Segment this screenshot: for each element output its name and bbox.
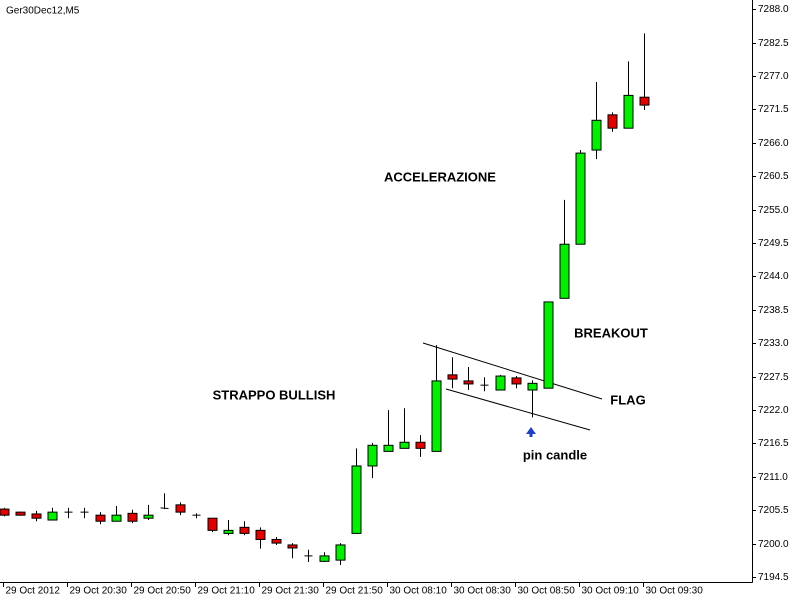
candle-body xyxy=(495,375,506,391)
candle-body xyxy=(111,514,122,522)
candle-body xyxy=(127,512,138,522)
candle-body xyxy=(447,374,458,380)
y-tick-label: 7244.0 xyxy=(758,271,789,282)
y-tick-label: 7216.5 xyxy=(758,438,789,449)
candle-body xyxy=(207,517,218,531)
candle-body xyxy=(287,544,298,549)
candle-body xyxy=(0,508,10,516)
pin-arrow xyxy=(526,427,536,437)
candle-body xyxy=(223,529,234,534)
annotation: ACCELERAZIONE xyxy=(384,169,496,184)
candle-body xyxy=(527,382,538,391)
y-tick-label: 7200.0 xyxy=(758,539,789,550)
candle-body xyxy=(255,529,266,540)
x-tick-label: 30 Oct 08:10 xyxy=(390,586,448,597)
x-tick-label: 29 Oct 20:50 xyxy=(134,586,192,597)
annotation: STRAPPO BULLISH xyxy=(213,387,336,402)
y-tick-label: 7266.0 xyxy=(758,138,789,149)
candle-body xyxy=(383,444,394,452)
y-tick-label: 7233.0 xyxy=(758,338,789,349)
candle-body xyxy=(367,444,378,467)
candle-body xyxy=(271,538,282,544)
candle-body xyxy=(143,514,154,519)
candle-body xyxy=(351,465,362,534)
candle-body xyxy=(415,441,426,449)
flag-lower-line xyxy=(445,388,591,431)
candle-body xyxy=(335,544,346,561)
candle-body xyxy=(175,504,186,513)
x-tick-label: 29 Oct 2012 xyxy=(6,586,61,597)
candle-body xyxy=(591,119,602,151)
candle-body xyxy=(31,513,42,519)
y-tick-label: 7222.0 xyxy=(758,405,789,416)
candle-body xyxy=(543,301,554,389)
candle-body xyxy=(575,152,586,245)
candle-body xyxy=(623,94,634,129)
y-tick-label: 7249.5 xyxy=(758,238,789,249)
x-tick-label: 30 Oct 09:30 xyxy=(646,586,704,597)
annotation: pin candle xyxy=(523,447,587,462)
candle-body xyxy=(319,555,330,562)
x-tick-label: 30 Oct 08:30 xyxy=(454,586,512,597)
y-tick-label: 7271.5 xyxy=(758,104,789,115)
annotation: FLAG xyxy=(610,392,645,407)
candle-body xyxy=(47,511,58,521)
candle-body xyxy=(15,511,26,516)
y-tick-label: 7288.0 xyxy=(758,4,789,15)
candle-body xyxy=(160,507,169,509)
y-tick-label: 7255.0 xyxy=(758,205,789,216)
annotation: BREAKOUT xyxy=(574,325,648,340)
candle-body xyxy=(511,377,522,385)
x-tick-label: 29 Oct 21:50 xyxy=(326,586,384,597)
x-tick-label: 29 Oct 21:30 xyxy=(262,586,320,597)
y-tick-label: 7205.5 xyxy=(758,505,789,516)
candle-body xyxy=(399,441,410,449)
x-tick-label: 30 Oct 08:50 xyxy=(518,586,576,597)
candle-body xyxy=(95,514,106,522)
y-tick-label: 7238.5 xyxy=(758,305,789,316)
candle-body xyxy=(463,380,474,385)
chart-title: Ger30Dec12,M5 xyxy=(6,6,80,17)
y-tick-label: 7260.5 xyxy=(758,171,789,182)
y-tick-label: 7277.0 xyxy=(758,71,789,82)
y-tick-label: 7194.5 xyxy=(758,572,789,583)
x-tick-label: 29 Oct 20:30 xyxy=(70,586,128,597)
candle-body xyxy=(607,114,618,129)
y-tick-label: 7282.5 xyxy=(758,38,789,49)
candle-body xyxy=(239,526,250,534)
candle-body xyxy=(559,243,570,299)
y-tick-label: 7227.5 xyxy=(758,372,789,383)
candle-body xyxy=(639,96,650,106)
flag-upper-line xyxy=(422,342,603,400)
x-tick-label: 30 Oct 09:10 xyxy=(582,586,640,597)
y-tick-label: 7211.0 xyxy=(758,472,788,483)
x-tick-label: 29 Oct 21:10 xyxy=(198,586,256,597)
candle-body xyxy=(431,380,442,452)
